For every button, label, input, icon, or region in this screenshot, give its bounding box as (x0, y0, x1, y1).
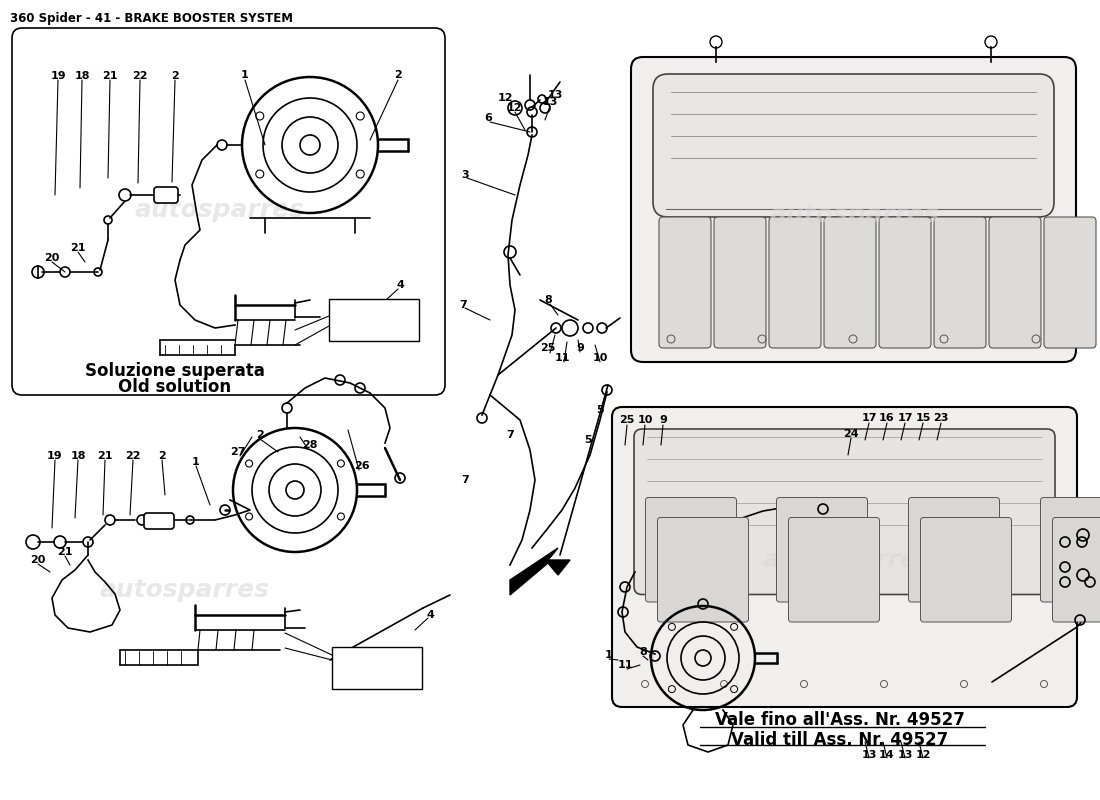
Text: 6: 6 (484, 113, 492, 123)
FancyBboxPatch shape (1053, 518, 1100, 622)
Text: 2: 2 (158, 451, 166, 461)
Text: 21: 21 (70, 243, 86, 253)
Text: 14: 14 (879, 750, 894, 760)
FancyBboxPatch shape (921, 518, 1012, 622)
Text: 1: 1 (605, 650, 613, 660)
Text: 16: 16 (879, 413, 894, 423)
Text: 19: 19 (51, 71, 66, 81)
Text: 23: 23 (933, 413, 948, 423)
FancyBboxPatch shape (824, 217, 876, 348)
FancyBboxPatch shape (1044, 217, 1096, 348)
Text: 10: 10 (637, 415, 652, 425)
Text: 26: 26 (354, 461, 370, 471)
Polygon shape (510, 548, 570, 595)
Text: 15: 15 (915, 413, 931, 423)
Text: autosparres: autosparres (135, 198, 305, 222)
Text: 9: 9 (659, 415, 667, 425)
Text: autosparres: autosparres (100, 578, 270, 602)
Text: 7: 7 (459, 300, 466, 310)
FancyBboxPatch shape (332, 647, 422, 689)
Text: 19: 19 (47, 451, 63, 461)
Text: 12: 12 (915, 750, 931, 760)
Text: 9: 9 (576, 343, 584, 353)
FancyBboxPatch shape (909, 498, 1000, 602)
Text: 7: 7 (506, 430, 514, 440)
FancyBboxPatch shape (631, 57, 1076, 362)
Text: 4: 4 (426, 610, 433, 620)
Text: 17: 17 (898, 413, 913, 423)
Text: 18: 18 (75, 71, 90, 81)
Text: 18: 18 (70, 451, 86, 461)
FancyBboxPatch shape (777, 498, 868, 602)
Text: 12: 12 (497, 93, 513, 103)
Text: 21: 21 (57, 547, 73, 557)
FancyBboxPatch shape (329, 299, 419, 341)
Text: 24: 24 (844, 429, 859, 439)
FancyBboxPatch shape (154, 187, 178, 203)
Text: 4: 4 (396, 280, 404, 290)
Text: 20: 20 (31, 555, 46, 565)
Text: 27: 27 (230, 447, 245, 457)
FancyBboxPatch shape (1041, 498, 1100, 602)
Text: Valid till Ass. Nr. 49527: Valid till Ass. Nr. 49527 (732, 731, 948, 749)
Text: autosparres: autosparres (763, 548, 933, 572)
FancyBboxPatch shape (659, 217, 711, 348)
Text: Soluzione superata: Soluzione superata (85, 362, 265, 380)
Text: 8: 8 (639, 647, 647, 657)
Text: Vale fino all'Ass. Nr. 49527: Vale fino all'Ass. Nr. 49527 (715, 711, 965, 729)
Text: 2: 2 (172, 71, 179, 81)
Text: 17: 17 (861, 413, 877, 423)
Text: 3: 3 (461, 170, 469, 180)
Text: Tav. 39
Tab. 39: Tav. 39 Tab. 39 (355, 654, 398, 682)
Text: 2: 2 (394, 70, 402, 80)
Text: 25: 25 (540, 343, 556, 353)
Text: 1: 1 (192, 457, 200, 467)
Text: 11: 11 (617, 660, 632, 670)
FancyBboxPatch shape (879, 217, 931, 348)
Text: 5: 5 (596, 405, 604, 415)
Text: 2: 2 (256, 430, 264, 440)
Text: 1: 1 (241, 70, 249, 80)
Text: 25: 25 (619, 415, 635, 425)
Text: autosparres: autosparres (770, 203, 940, 227)
Text: 11: 11 (554, 353, 570, 363)
FancyBboxPatch shape (769, 217, 821, 348)
FancyBboxPatch shape (653, 74, 1054, 217)
Text: 13: 13 (861, 750, 877, 760)
Text: 10: 10 (592, 353, 607, 363)
FancyBboxPatch shape (658, 518, 748, 622)
Text: 8: 8 (544, 295, 552, 305)
Text: 21: 21 (102, 71, 118, 81)
Text: 22: 22 (125, 451, 141, 461)
Text: 13: 13 (548, 90, 563, 100)
FancyBboxPatch shape (989, 217, 1041, 348)
Text: 13: 13 (898, 750, 913, 760)
Text: 28: 28 (302, 440, 318, 450)
Text: Tav. 39
Tab. 39: Tav. 39 Tab. 39 (353, 306, 395, 334)
Text: Old solution: Old solution (119, 378, 232, 396)
FancyBboxPatch shape (789, 518, 880, 622)
Text: 7: 7 (461, 475, 469, 485)
FancyBboxPatch shape (144, 513, 174, 529)
Text: 13: 13 (542, 97, 558, 107)
FancyBboxPatch shape (934, 217, 986, 348)
FancyBboxPatch shape (12, 28, 446, 395)
Text: 5: 5 (584, 435, 592, 445)
Text: 12: 12 (506, 103, 521, 113)
Text: 21: 21 (97, 451, 112, 461)
Text: 22: 22 (132, 71, 147, 81)
FancyBboxPatch shape (714, 217, 766, 348)
FancyBboxPatch shape (612, 407, 1077, 707)
FancyBboxPatch shape (646, 498, 737, 602)
FancyBboxPatch shape (634, 429, 1055, 594)
Text: 20: 20 (44, 253, 59, 263)
Text: 360 Spider - 41 - BRAKE BOOSTER SYSTEM: 360 Spider - 41 - BRAKE BOOSTER SYSTEM (10, 12, 293, 25)
